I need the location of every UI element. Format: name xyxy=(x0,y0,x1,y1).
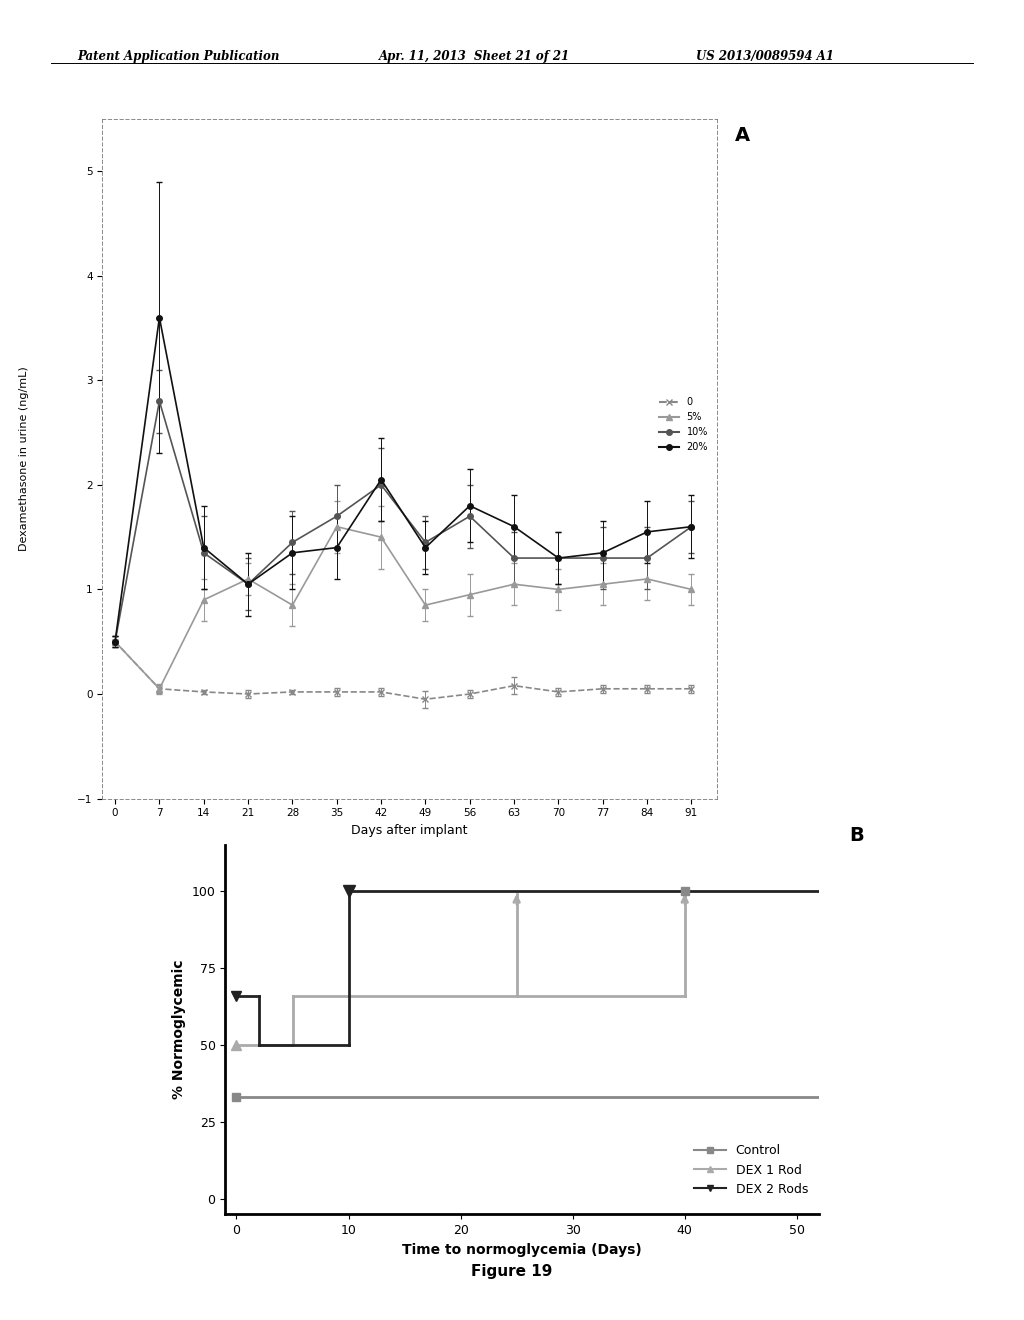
Legend: Control, DEX 1 Rod, DEX 2 Rods: Control, DEX 1 Rod, DEX 2 Rods xyxy=(689,1139,813,1201)
Text: Apr. 11, 2013  Sheet 21 of 21: Apr. 11, 2013 Sheet 21 of 21 xyxy=(379,50,570,63)
Text: A: A xyxy=(735,125,751,145)
X-axis label: Time to normoglycemia (Days): Time to normoglycemia (Days) xyxy=(402,1242,642,1257)
X-axis label: Days after implant: Days after implant xyxy=(351,824,468,837)
Text: Patent Application Publication: Patent Application Publication xyxy=(77,50,280,63)
Text: US 2013/0089594 A1: US 2013/0089594 A1 xyxy=(696,50,835,63)
Y-axis label: Dexamethasone in urine (ng/mL): Dexamethasone in urine (ng/mL) xyxy=(18,367,29,550)
Legend: 0, 5%, 10%, 20%: 0, 5%, 10%, 20% xyxy=(655,393,712,455)
Text: B: B xyxy=(849,826,863,845)
Y-axis label: % Normoglycemic: % Normoglycemic xyxy=(172,960,186,1100)
Text: Figure 19: Figure 19 xyxy=(471,1265,553,1279)
